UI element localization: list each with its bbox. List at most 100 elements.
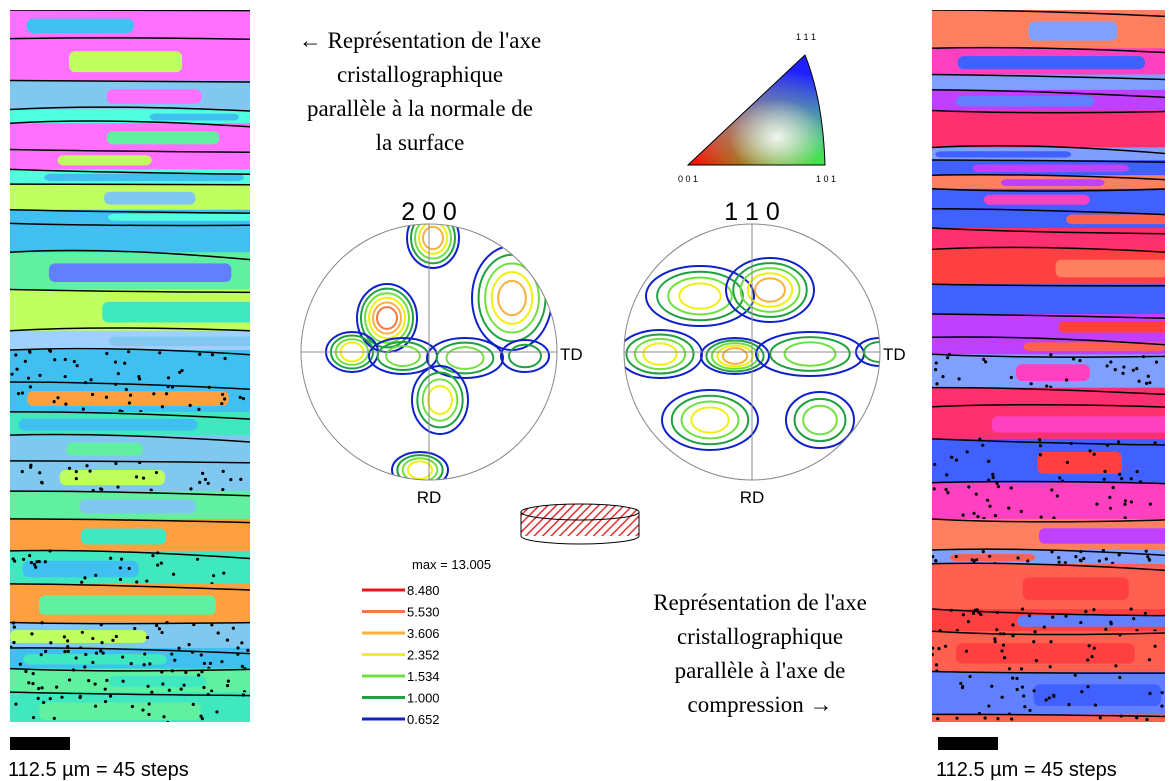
- grain-dot: [26, 376, 31, 380]
- contour: [435, 341, 495, 375]
- grain-dot: [159, 561, 163, 565]
- grain: [22, 359, 238, 376]
- grain-dot: [124, 387, 128, 392]
- grain-dot: [1145, 717, 1149, 722]
- grain-boundary: [932, 89, 1165, 99]
- grain-dot: [1019, 667, 1024, 671]
- grain-dot: [1147, 558, 1152, 562]
- grain-dot: [22, 557, 26, 561]
- grain-dot: [1007, 506, 1011, 510]
- grain-dot: [74, 656, 78, 660]
- grain-dot: [43, 560, 47, 564]
- grain: [936, 121, 1124, 141]
- grain-dot: [108, 694, 113, 698]
- grain-dot: [184, 670, 188, 674]
- grain-boundary: [932, 670, 1165, 674]
- grain-dot: [114, 382, 118, 386]
- grain-dot: [993, 640, 997, 644]
- grain-dot: [236, 646, 240, 650]
- grain-dot: [955, 716, 959, 720]
- grain-dot: [1067, 741, 1070, 744]
- grain: [1058, 320, 1165, 333]
- grain-dot: [32, 562, 37, 567]
- grain-dot: [1104, 627, 1108, 631]
- grain-boundary: [10, 347, 250, 356]
- grain-dot: [177, 646, 181, 650]
- grain-dot: [1057, 556, 1061, 560]
- grain-dot: [1067, 703, 1071, 707]
- grain: [1022, 577, 1129, 600]
- grain-dot: [975, 558, 979, 562]
- grain-dot: [72, 359, 76, 364]
- grain-dot: [31, 671, 35, 676]
- grain-dot: [190, 650, 195, 654]
- grain-dot: [1049, 640, 1053, 644]
- grain-dot: [66, 639, 70, 643]
- contour: [364, 292, 410, 344]
- contour: [739, 267, 801, 313]
- grain-dot: [1148, 691, 1152, 696]
- grain-dot: [1071, 730, 1074, 733]
- grain-dot: [1009, 375, 1013, 380]
- grain-dot: [137, 377, 142, 381]
- grain-boundary: [10, 168, 250, 175]
- legend-label: 3.606: [407, 626, 440, 641]
- grain-dot: [1113, 738, 1116, 741]
- grain: [984, 194, 1090, 205]
- contour: [427, 385, 453, 415]
- grain-dot: [231, 626, 235, 630]
- grain-dot: [178, 370, 182, 374]
- grain-dot: [1050, 488, 1054, 492]
- contour: [418, 224, 448, 255]
- grain-dot: [1082, 556, 1086, 561]
- grain-dot: [202, 685, 206, 690]
- contour: [705, 339, 765, 373]
- grain-boundary: [10, 327, 250, 332]
- contour: [426, 337, 504, 379]
- grain-dot: [198, 480, 202, 484]
- grain-dot: [937, 647, 941, 651]
- grain: [998, 234, 1165, 246]
- grain-dot: [67, 466, 72, 470]
- grain-boundary: [932, 173, 1165, 181]
- grain-dot: [932, 653, 934, 657]
- grain-dot: [84, 652, 88, 657]
- grain-dot: [1092, 607, 1096, 612]
- grain-dot: [996, 717, 1000, 721]
- grain-dot: [1048, 665, 1052, 669]
- grain-dot: [1032, 640, 1036, 644]
- grain-dot: [986, 498, 990, 502]
- grain-dot: [208, 661, 213, 665]
- grain-dot: [103, 687, 107, 691]
- contour: [661, 389, 759, 451]
- grain-dot: [1050, 550, 1054, 554]
- axis-label: RD: [740, 488, 765, 507]
- grain-dot: [109, 556, 113, 560]
- grain: [106, 131, 220, 145]
- grain-dot: [238, 395, 242, 399]
- grain-boundary: [932, 713, 1165, 718]
- grain-dot: [991, 472, 995, 476]
- contour: [391, 451, 449, 480]
- pole-figure: 2 0 0 TD RD: [300, 198, 583, 507]
- grain-dot: [1023, 705, 1027, 709]
- grain-dot: [934, 663, 939, 667]
- grain-dot: [1118, 675, 1122, 680]
- grain-dot: [974, 492, 978, 496]
- grain-dot: [1015, 676, 1019, 681]
- grain-dot: [1000, 649, 1004, 653]
- grain-boundary: [932, 403, 1165, 408]
- grain-dot: [1135, 716, 1139, 720]
- grain-dot: [1011, 676, 1015, 680]
- grain-dot: [1010, 717, 1014, 721]
- legend: max = 13.005 8.480 5.530 3.606 2.352 1.534 1.…: [362, 557, 491, 727]
- grain-dot: [1029, 382, 1033, 386]
- grain-boundary: [932, 46, 1165, 54]
- grain-dot: [52, 716, 56, 720]
- grain-dot: [1047, 696, 1051, 700]
- grain-dot: [170, 669, 175, 673]
- grain-dot: [44, 649, 48, 654]
- contour: [445, 346, 485, 370]
- grain-dot: [148, 662, 152, 666]
